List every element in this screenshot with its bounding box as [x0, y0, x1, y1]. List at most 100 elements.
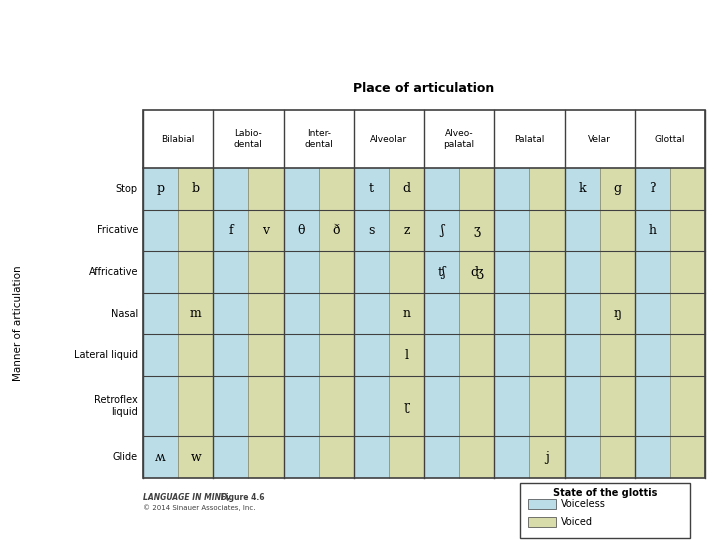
- Bar: [600, 334, 635, 376]
- Bar: [670, 210, 705, 251]
- Bar: [389, 293, 424, 334]
- Bar: [178, 376, 213, 436]
- Bar: [600, 210, 635, 251]
- Bar: [319, 210, 354, 251]
- Text: © 2014 Sinauer Associates, Inc.: © 2014 Sinauer Associates, Inc.: [143, 504, 256, 511]
- Bar: [284, 376, 319, 436]
- Bar: [564, 251, 600, 293]
- Bar: [459, 376, 494, 436]
- Text: Glottal: Glottal: [654, 134, 685, 144]
- Text: ʃ: ʃ: [440, 224, 444, 237]
- Bar: [143, 210, 178, 251]
- Bar: [670, 168, 705, 210]
- Bar: [529, 436, 564, 478]
- Bar: [494, 334, 529, 376]
- Text: j: j: [545, 451, 549, 464]
- Text: Affricative: Affricative: [89, 267, 138, 277]
- Bar: [424, 376, 459, 436]
- Bar: [213, 376, 248, 436]
- Bar: [424, 168, 459, 210]
- Text: Nasal: Nasal: [111, 309, 138, 319]
- Bar: [354, 293, 389, 334]
- Text: LANGUAGE IN MIND,: LANGUAGE IN MIND,: [143, 493, 230, 502]
- Bar: [354, 251, 389, 293]
- Text: z: z: [403, 224, 410, 237]
- Bar: [248, 436, 284, 478]
- Text: Voiceless: Voiceless: [561, 499, 606, 509]
- Bar: [143, 110, 705, 478]
- Bar: [319, 251, 354, 293]
- Bar: [354, 436, 389, 478]
- Text: ʧ: ʧ: [438, 266, 445, 279]
- Bar: [143, 251, 178, 293]
- Bar: [178, 436, 213, 478]
- Bar: [635, 334, 670, 376]
- Bar: [424, 251, 459, 293]
- Bar: [494, 251, 529, 293]
- Text: d: d: [402, 183, 410, 195]
- Text: f: f: [228, 224, 233, 237]
- Bar: [248, 376, 284, 436]
- Text: Lateral liquid: Lateral liquid: [74, 350, 138, 360]
- Bar: [213, 293, 248, 334]
- Text: Alveolar: Alveolar: [370, 134, 408, 144]
- Bar: [178, 334, 213, 376]
- Bar: [248, 168, 284, 210]
- Text: Figure 4.6: Figure 4.6: [218, 493, 264, 502]
- Bar: [600, 376, 635, 436]
- Bar: [635, 168, 670, 210]
- Bar: [178, 168, 213, 210]
- Bar: [494, 376, 529, 436]
- Bar: [459, 251, 494, 293]
- Text: Retroflex
liquid: Retroflex liquid: [94, 395, 138, 417]
- Text: Bilabial: Bilabial: [161, 134, 195, 144]
- Bar: [213, 436, 248, 478]
- Bar: [213, 334, 248, 376]
- Bar: [600, 168, 635, 210]
- Bar: [248, 293, 284, 334]
- Bar: [635, 210, 670, 251]
- Bar: [670, 293, 705, 334]
- Bar: [319, 293, 354, 334]
- Bar: [494, 210, 529, 251]
- Bar: [459, 210, 494, 251]
- Bar: [494, 168, 529, 210]
- Bar: [529, 334, 564, 376]
- Bar: [459, 436, 494, 478]
- Bar: [564, 210, 600, 251]
- Bar: [424, 210, 459, 251]
- Bar: [600, 436, 635, 478]
- Bar: [354, 334, 389, 376]
- Bar: [389, 210, 424, 251]
- Text: k: k: [578, 183, 586, 195]
- Text: t: t: [369, 183, 374, 195]
- Bar: [528, 499, 556, 509]
- Bar: [564, 293, 600, 334]
- Text: ʔ: ʔ: [649, 183, 656, 195]
- Bar: [494, 436, 529, 478]
- Bar: [564, 376, 600, 436]
- Bar: [459, 168, 494, 210]
- Bar: [143, 293, 178, 334]
- Bar: [670, 251, 705, 293]
- Bar: [389, 334, 424, 376]
- Bar: [248, 334, 284, 376]
- Bar: [564, 334, 600, 376]
- Bar: [354, 168, 389, 210]
- Bar: [564, 436, 600, 478]
- Text: Voiced: Voiced: [561, 517, 593, 527]
- Bar: [319, 168, 354, 210]
- Text: Manner of articulation: Manner of articulation: [13, 265, 23, 381]
- Bar: [178, 251, 213, 293]
- Bar: [635, 251, 670, 293]
- Bar: [529, 376, 564, 436]
- Text: ʤ: ʤ: [470, 266, 483, 279]
- Text: v: v: [262, 224, 269, 237]
- Text: w: w: [190, 451, 201, 464]
- Text: ɽ: ɽ: [403, 400, 410, 413]
- Text: ŋ: ŋ: [613, 307, 621, 320]
- Bar: [459, 293, 494, 334]
- Bar: [213, 251, 248, 293]
- Text: θ: θ: [297, 224, 305, 237]
- Bar: [529, 210, 564, 251]
